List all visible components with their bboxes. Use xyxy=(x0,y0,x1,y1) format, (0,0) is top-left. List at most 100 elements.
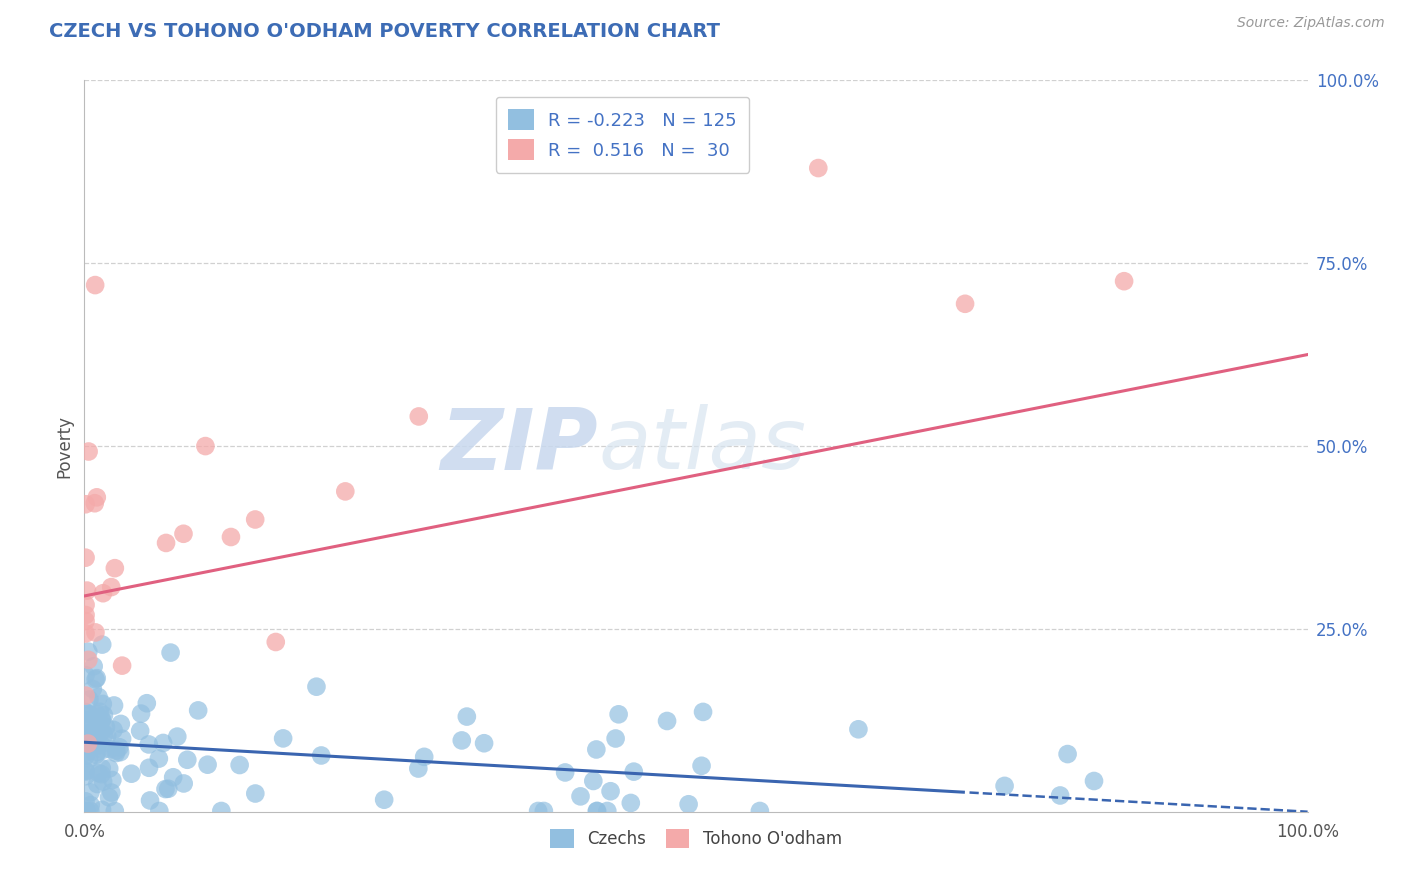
Point xyxy=(86,707,108,722)
Point xyxy=(139,793,162,807)
Point xyxy=(75,668,97,682)
Point xyxy=(100,580,122,594)
Point xyxy=(209,804,232,818)
Point xyxy=(129,706,152,721)
Point xyxy=(103,698,125,713)
Point xyxy=(100,786,122,800)
Point xyxy=(585,742,607,756)
Point xyxy=(84,673,107,687)
Point xyxy=(194,439,217,453)
Point xyxy=(245,512,267,526)
Text: Source: ZipAtlas.com: Source: ZipAtlas.com xyxy=(1237,16,1385,30)
Point xyxy=(75,769,97,783)
Point xyxy=(110,717,132,731)
Point xyxy=(554,765,576,780)
Point xyxy=(79,751,101,765)
Point xyxy=(77,653,100,667)
Point xyxy=(219,530,242,544)
Point xyxy=(84,625,107,640)
Point xyxy=(105,746,128,760)
Point xyxy=(157,781,180,796)
Point xyxy=(91,638,114,652)
Point xyxy=(87,736,110,750)
Point xyxy=(104,804,127,818)
Point xyxy=(456,709,478,723)
Point xyxy=(90,761,112,775)
Point xyxy=(585,804,607,818)
Point xyxy=(138,738,160,752)
Point xyxy=(655,714,678,728)
Point xyxy=(75,794,97,808)
Point xyxy=(84,725,107,739)
Point xyxy=(155,536,177,550)
Point xyxy=(93,728,115,742)
Point xyxy=(159,646,181,660)
Point xyxy=(620,796,643,810)
Point xyxy=(90,713,112,727)
Point xyxy=(111,658,134,673)
Point xyxy=(408,409,430,424)
Point xyxy=(98,742,121,756)
Point xyxy=(75,764,97,778)
Point xyxy=(173,776,195,790)
Point xyxy=(586,804,609,818)
Point xyxy=(75,748,97,763)
Point xyxy=(91,697,114,711)
Point xyxy=(1049,789,1071,803)
Point xyxy=(527,804,550,818)
Text: CZECH VS TOHONO O'ODHAM POVERTY CORRELATION CHART: CZECH VS TOHONO O'ODHAM POVERTY CORRELAT… xyxy=(49,22,720,41)
Point xyxy=(173,526,195,541)
Point xyxy=(605,731,627,746)
Point xyxy=(135,696,157,710)
Point xyxy=(87,690,110,704)
Point xyxy=(77,706,100,721)
Point xyxy=(75,614,97,628)
Text: atlas: atlas xyxy=(598,404,806,488)
Point xyxy=(75,689,97,703)
Point xyxy=(75,497,97,511)
Point xyxy=(148,804,170,818)
Point xyxy=(86,491,108,505)
Point xyxy=(187,703,209,717)
Point xyxy=(105,743,128,757)
Point xyxy=(79,804,101,818)
Point xyxy=(472,736,495,750)
Point xyxy=(90,723,112,738)
Point xyxy=(1114,274,1136,288)
Point xyxy=(228,758,250,772)
Point xyxy=(93,708,115,723)
Point xyxy=(75,804,97,818)
Point xyxy=(80,798,103,813)
Point xyxy=(103,723,125,737)
Point xyxy=(129,723,152,738)
Point xyxy=(450,733,472,747)
Point xyxy=(91,743,114,757)
Point xyxy=(1083,774,1105,789)
Point xyxy=(76,583,98,598)
Point xyxy=(91,803,114,817)
Point xyxy=(86,777,108,791)
Point xyxy=(176,753,198,767)
Point xyxy=(86,739,108,753)
Point xyxy=(76,804,98,818)
Point xyxy=(94,720,117,734)
Point xyxy=(75,705,97,719)
Point xyxy=(86,745,108,759)
Point xyxy=(75,731,97,745)
Point xyxy=(79,739,101,753)
Point xyxy=(98,790,121,805)
Point xyxy=(75,626,97,640)
Point xyxy=(77,718,100,732)
Point xyxy=(413,749,436,764)
Y-axis label: Poverty: Poverty xyxy=(55,415,73,477)
Point xyxy=(75,764,97,779)
Point xyxy=(596,804,619,818)
Point xyxy=(89,705,111,719)
Point xyxy=(86,671,108,685)
Point xyxy=(264,635,287,649)
Point xyxy=(75,598,97,612)
Point xyxy=(953,297,976,311)
Point xyxy=(138,761,160,775)
Point xyxy=(309,748,332,763)
Text: ZIP: ZIP xyxy=(440,404,598,488)
